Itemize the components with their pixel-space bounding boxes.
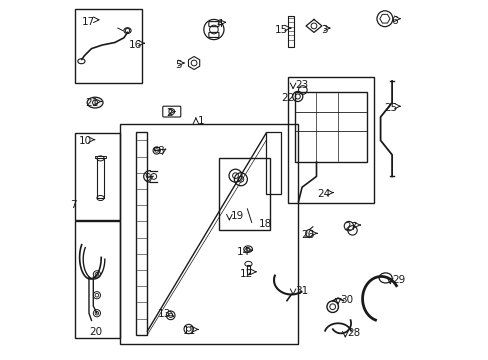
Text: 28: 28 [346, 328, 360, 338]
Bar [136, 132, 147, 335]
Bar [265, 132, 280, 194]
Text: 6: 6 [390, 15, 397, 26]
Text: 15: 15 [275, 25, 288, 35]
Bar [120, 124, 298, 344]
Text: 19: 19 [231, 211, 244, 221]
Bar [97, 158, 104, 198]
Text: 9: 9 [144, 173, 151, 183]
Text: 11: 11 [183, 326, 196, 336]
Text: 7: 7 [70, 200, 76, 210]
Bar [287, 16, 294, 47]
Text: 26: 26 [301, 230, 314, 240]
Text: 16: 16 [128, 40, 142, 50]
Bar [154, 147, 159, 150]
Text: 24: 24 [317, 189, 330, 199]
Text: 10: 10 [79, 136, 92, 147]
Text: 12: 12 [240, 269, 253, 279]
Text: 20: 20 [89, 327, 102, 337]
Text: 1: 1 [197, 116, 204, 126]
Text: 2: 2 [165, 108, 172, 118]
Ellipse shape [87, 97, 103, 108]
Text: 13: 13 [158, 309, 171, 319]
Text: 27: 27 [344, 222, 357, 232]
Bar [294, 92, 366, 162]
Text: 29: 29 [391, 275, 405, 285]
Text: 3: 3 [320, 25, 326, 35]
Text: 17: 17 [81, 17, 95, 27]
Text: 14: 14 [236, 247, 249, 257]
Text: 31: 31 [294, 285, 307, 296]
Bar [75, 221, 120, 338]
Text: 21: 21 [85, 98, 99, 108]
Text: 18: 18 [258, 219, 272, 229]
Text: 23: 23 [294, 80, 307, 90]
Bar [219, 158, 269, 230]
Text: 4: 4 [216, 19, 223, 29]
Text: 25: 25 [384, 103, 397, 113]
Text: 30: 30 [339, 295, 352, 305]
Text: 8: 8 [157, 146, 163, 156]
Bar [95, 156, 105, 158]
Text: 5: 5 [175, 60, 181, 70]
Bar [246, 265, 250, 274]
Bar [75, 9, 142, 83]
Bar [75, 133, 120, 220]
Bar [287, 77, 373, 203]
Text: 22: 22 [281, 93, 294, 103]
